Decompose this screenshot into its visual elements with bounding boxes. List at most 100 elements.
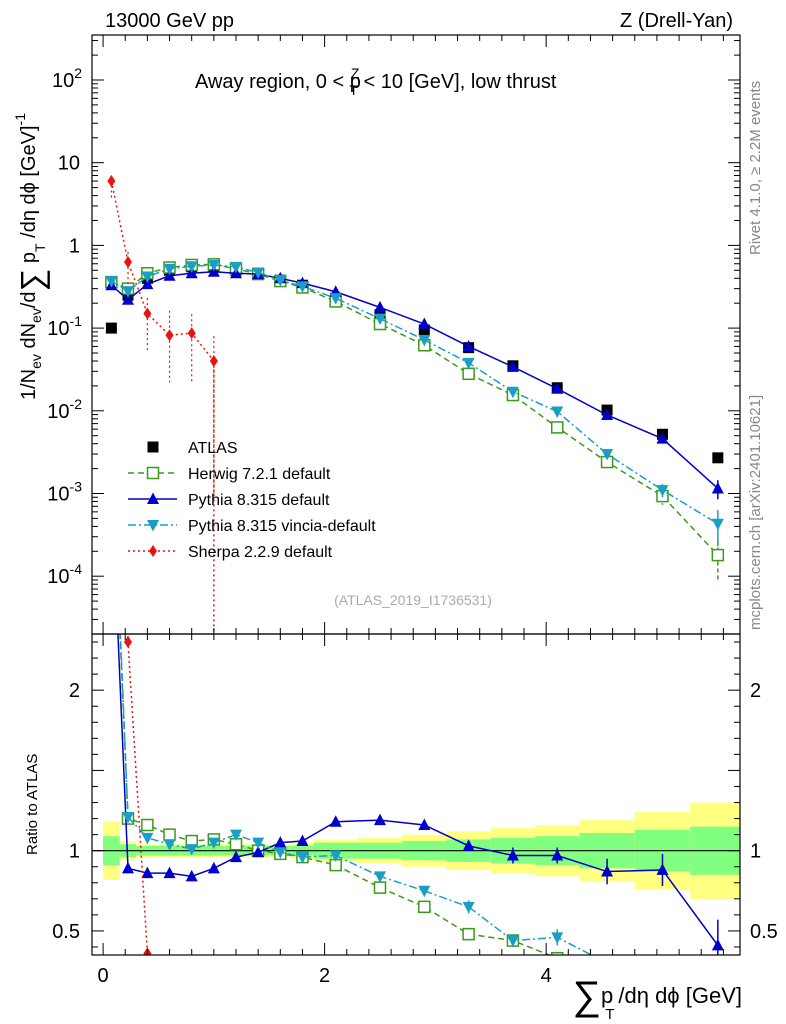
y-tick-label: 10-1 [47, 313, 82, 340]
pythia-8-315-vincia-default-point [122, 286, 134, 298]
ratio-frame [91, 633, 741, 956]
sherpa-2-2-9-default-ratio-point [210, 994, 218, 1006]
pythia-8-315-vincia-default-point [296, 281, 309, 293]
sherpa-2-2-9-default-ratio-point [124, 636, 132, 649]
pythia-8-315-vincia-default-point [462, 357, 475, 370]
x-tick-label: 2 [319, 965, 330, 987]
y-tick-label: 10-3 [47, 478, 82, 505]
pythia-8-315-vincia-default-point [656, 485, 669, 497]
pythia-8-315-default-ratio-point [252, 845, 265, 858]
sherpa-2-2-9-default-ratio-point [166, 979, 174, 991]
pythia-8-315-default-point [601, 408, 614, 420]
pythia-8-315-default-ratio-point [163, 866, 176, 879]
pythia-8-315-default-ratio-point [230, 850, 242, 863]
pythia-8-315-vincia-default-ratio-point [185, 844, 198, 856]
x-axis-label: ∑p T/dη dϕ [GeV] [572, 974, 742, 1023]
mcplots-label: mcplots.cern.ch [arXiv:2401.10621] [747, 395, 764, 630]
main-x-ticks [102, 35, 724, 634]
y-tick-label: 1 [69, 235, 80, 257]
pythia-8-315-vincia-default-point [141, 271, 154, 284]
pythia-8-315-vincia-default-point [329, 293, 342, 305]
pythia-8-315-default-ratio-point [418, 818, 431, 830]
pythia-8-315-default-ratio-point [207, 861, 220, 874]
y-tick-label: 10-4 [47, 561, 82, 588]
sherpa-2-2-9-default-point [107, 175, 116, 188]
pythia-8-315-default-point [656, 432, 669, 444]
pythia-8-315-vincia-default-ratio-point [418, 885, 431, 898]
legend-label-sherpa-2-2-9-default: Sherpa 2.2.9 default [188, 544, 333, 561]
ratio-tick-label: 0.5 [52, 921, 80, 943]
pythia-8-315-default-ratio-point [122, 861, 134, 874]
plot-title: Away region, 0 < pZ T < 10 [GeV], low thr… [195, 65, 557, 98]
pythia-8-315-vincia-default-point [601, 449, 614, 461]
pythia-8-315-vincia-default-ratio-point [274, 847, 287, 859]
pythia-8-315-default-ratio-point [374, 813, 386, 826]
legend-label-atlas: ATLAS [188, 440, 238, 457]
pythia-8-315-vincia-default-ratio-point [601, 958, 613, 970]
y-tick-label: 10 [58, 153, 80, 175]
pythia-8-315-vincia-default-ratio-point [230, 829, 242, 842]
ratio-tick-label-right: 1 [750, 841, 761, 863]
sherpa-2-2-9-default-point [165, 329, 174, 342]
main-y-axis: 102 10 1 10-1 10-2 10-3 10-4 [47, 40, 740, 635]
sherpa-2-2-9-default-point [209, 355, 218, 368]
pythia-8-315-default-ratio-point [274, 836, 287, 848]
y-tick-label: 102 [52, 65, 82, 92]
pythia-8-315-default-ratio-point [296, 834, 309, 847]
ratio-tick-label-right: 2 [750, 680, 761, 702]
pythia-8-315-vincia-default-point [374, 313, 386, 326]
ratio-y-axis: 0.5 0.5 1 1 2 2 [52, 641, 778, 948]
main-panel: 102 10 1 10-1 10-2 10-3 10-4 Away region, 0 < … [47, 34, 741, 635]
pythia-8-315-vincia-default-point [252, 267, 265, 280]
analysis-tag: (ATLAS_2019_I1736531) [334, 592, 492, 608]
pythia-8-315-vincia-default-ratio-point [551, 932, 564, 944]
legend-label-herwig-7-2-1-default: Herwig 7.2.1 default [188, 466, 331, 483]
pythia-8-315-vincia-default-ratio-point [252, 837, 265, 850]
legend-marker-atlas [147, 441, 159, 453]
pythia-8-315-default-point [506, 360, 519, 372]
sherpa-2-2-9-default-point [187, 327, 196, 340]
legend: ATLAS Herwig 7.2.1 default Pythia 8.315 de… [128, 440, 376, 561]
ratio-y-axis-label: Ratio to ATLAS [24, 754, 41, 855]
sherpa-2-2-9-default-point [124, 255, 132, 268]
herwig-7-2-1-default-ratio-point [462, 927, 475, 941]
pythia-8-315-vincia-default-ratio-point [207, 837, 220, 850]
pythia-8-315-default-point [418, 317, 431, 330]
pythia-8-315-vincia-default-ratio-point [506, 935, 519, 948]
legend-label-pythia-8-315-default: Pythia 8.315 default [188, 492, 330, 509]
sherpa-2-2-9-default-line [110, 180, 215, 634]
atlas-point [105, 322, 117, 334]
x-tick-label: 4 [541, 965, 552, 987]
pythia-8-315-vincia-default-ratio-point [105, 412, 117, 424]
ratio-series-group [105, 412, 724, 1006]
ratio-tick-label: 2 [69, 680, 80, 702]
header-energy: 13000 GeV pp [105, 10, 234, 32]
herwig-7-2-1-default-ratio-point [602, 967, 613, 978]
pythia-8-315-default-ratio-point [506, 848, 519, 861]
atlas-point [418, 324, 430, 336]
pythia-8-315-default-ratio-point [185, 869, 198, 882]
herwig-7-2-1-default-point [550, 421, 564, 434]
pythia-8-315-vincia-default-ratio-point [296, 852, 309, 864]
pythia-8-315-default-ratio-point [601, 865, 614, 877]
legend-marker-sherpa-2-2-9-default [149, 545, 157, 557]
x-tick-label: 0 [98, 965, 109, 987]
pythia-8-315-default-ratio-point [711, 938, 724, 951]
atlas-point [712, 452, 724, 464]
ratio-panel: 0.5 0.5 1 1 2 2 0 2 4 [52, 412, 778, 1006]
legend-label-pythia-8-315-vincia-default: Pythia 8.315 vincia-default [188, 518, 376, 535]
pythia-8-315-default-point [122, 293, 134, 305]
legend-marker-pythia-8-315-default [147, 492, 159, 504]
pythia-8-315-default-point [141, 277, 154, 290]
pythia-8-315-vincia-default-line [110, 264, 719, 525]
legend-marker-pythia-8-315-vincia-default [147, 520, 159, 532]
pythia-8-315-vincia-default-point [506, 386, 519, 399]
y-axis-label: 1/Nev dNev/d∑ pT /dη dϕ [GeV]-1 [12, 113, 50, 400]
ratio-tick-label-right: 0.5 [750, 921, 778, 943]
pythia-8-315-vincia-default-point [418, 334, 431, 347]
pythia-8-315-default-ratio-point [141, 866, 154, 879]
pythia-8-315-default-ratio-point [105, 475, 117, 487]
rivet-label: Rivet 4.1.0, ≥ 2.2M events [747, 81, 764, 255]
pythia-8-315-default-ratio-point [551, 848, 564, 861]
pythia-8-315-default-point [462, 339, 475, 352]
